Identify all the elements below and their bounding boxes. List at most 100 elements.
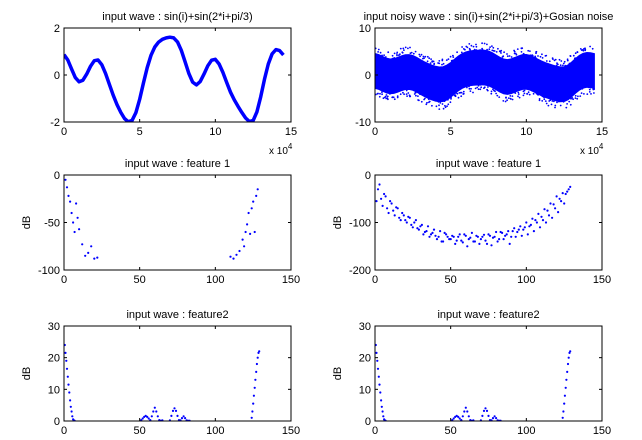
data-point bbox=[565, 378, 568, 381]
data-point bbox=[560, 60, 563, 62]
data-point bbox=[576, 51, 579, 53]
data-point bbox=[387, 211, 390, 215]
data-point bbox=[538, 98, 541, 100]
data-point bbox=[70, 211, 73, 215]
data-point bbox=[483, 42, 486, 45]
data-point bbox=[381, 93, 383, 96]
x-tick-label: 0 bbox=[61, 126, 67, 138]
data-point bbox=[473, 240, 476, 243]
data-point bbox=[416, 227, 419, 230]
data-point bbox=[481, 235, 484, 238]
data-point bbox=[65, 367, 69, 370]
data-point bbox=[520, 51, 523, 53]
data-point bbox=[413, 93, 416, 95]
data-point bbox=[572, 98, 574, 101]
data-point bbox=[469, 90, 472, 92]
data-point bbox=[553, 59, 556, 62]
data-point bbox=[566, 58, 569, 61]
data-point bbox=[562, 410, 565, 413]
data-point bbox=[375, 351, 378, 354]
y-tick-label: 10 bbox=[48, 384, 60, 396]
data-point bbox=[563, 402, 566, 405]
data-point bbox=[541, 219, 545, 222]
data-point bbox=[403, 93, 405, 96]
y-tick-label: -50 bbox=[44, 218, 60, 230]
data-point bbox=[441, 103, 444, 105]
data-point bbox=[561, 192, 564, 195]
data-point bbox=[467, 238, 470, 241]
data-point bbox=[383, 96, 386, 99]
data-point bbox=[545, 102, 548, 105]
data-point bbox=[527, 91, 530, 94]
data-point bbox=[420, 223, 423, 226]
y-tick-label: 30 bbox=[359, 321, 371, 333]
data-point bbox=[176, 414, 179, 417]
data-point bbox=[426, 55, 429, 58]
data-point bbox=[536, 93, 539, 96]
data-point bbox=[545, 54, 548, 57]
data-point bbox=[398, 216, 401, 219]
data-point bbox=[543, 98, 546, 101]
y-tick-label: -100 bbox=[349, 218, 371, 230]
data-point bbox=[446, 235, 449, 238]
data-point bbox=[493, 89, 495, 92]
data-point bbox=[496, 240, 499, 243]
data-point bbox=[438, 60, 441, 62]
data-point bbox=[72, 221, 75, 224]
data-point bbox=[377, 48, 380, 51]
data-point bbox=[71, 415, 74, 418]
data-point bbox=[580, 49, 583, 51]
data-point bbox=[547, 214, 551, 217]
data-point bbox=[404, 46, 407, 49]
data-point bbox=[560, 200, 563, 203]
y-tick-label: 20 bbox=[48, 353, 60, 365]
data-point bbox=[454, 95, 457, 98]
data-point bbox=[78, 228, 81, 231]
data-point bbox=[382, 415, 385, 418]
data-point bbox=[488, 234, 492, 237]
data-point bbox=[458, 233, 461, 236]
data-point bbox=[498, 96, 501, 98]
data-point bbox=[535, 52, 537, 55]
x-tick-label: 5 bbox=[137, 126, 143, 138]
data-point bbox=[399, 219, 402, 222]
data-point bbox=[563, 202, 566, 205]
data-point bbox=[566, 190, 569, 193]
data-point bbox=[392, 209, 395, 212]
data-point bbox=[413, 221, 416, 224]
data-point bbox=[523, 53, 525, 56]
data-point bbox=[582, 49, 585, 52]
data-point bbox=[406, 95, 408, 97]
data-point bbox=[509, 97, 512, 100]
axes-frame bbox=[374, 325, 603, 422]
data-point bbox=[522, 94, 525, 97]
data-point bbox=[477, 88, 480, 91]
data-point bbox=[84, 254, 87, 257]
data-point bbox=[377, 375, 380, 378]
data-point bbox=[147, 417, 150, 420]
x-tick-label: 150 bbox=[593, 274, 611, 286]
data-point bbox=[381, 54, 383, 57]
data-point bbox=[541, 100, 544, 102]
data-point bbox=[568, 62, 571, 65]
data-point bbox=[68, 391, 71, 394]
data-point bbox=[579, 95, 582, 97]
y-tick-label: 2 bbox=[54, 23, 60, 35]
subplot-p3: input wave : feature 1 dB 0 50 100 150 -100 -50… bbox=[21, 158, 300, 286]
data-point bbox=[387, 51, 390, 54]
series-data bbox=[64, 178, 259, 260]
data-point bbox=[446, 105, 448, 107]
data-point bbox=[452, 235, 455, 238]
data-point bbox=[456, 51, 458, 54]
data-point bbox=[549, 99, 552, 102]
data-point bbox=[255, 370, 258, 373]
data-point bbox=[395, 206, 398, 209]
x-tick-label: 0 bbox=[61, 274, 67, 286]
data-point bbox=[588, 88, 591, 91]
data-point bbox=[250, 207, 253, 210]
y-axis-label: dB bbox=[332, 367, 344, 380]
data-point bbox=[588, 91, 591, 93]
data-point bbox=[559, 64, 562, 67]
data-point bbox=[401, 51, 404, 54]
data-point bbox=[433, 62, 436, 65]
